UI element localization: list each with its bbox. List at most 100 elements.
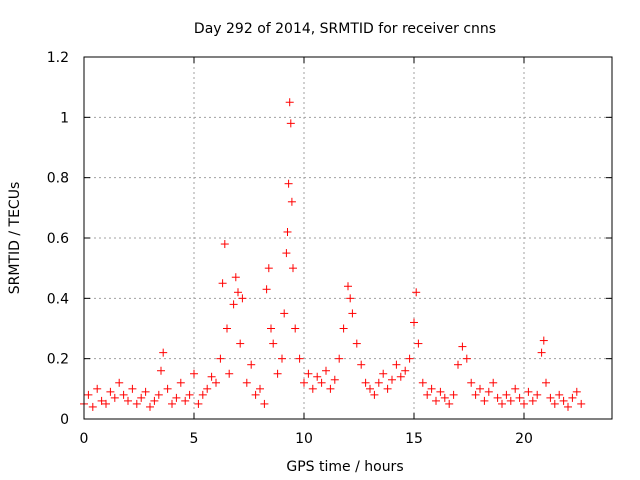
data-point (392, 360, 401, 369)
points-layer (80, 98, 586, 411)
data-point (445, 399, 454, 408)
data-point (283, 227, 292, 236)
data-point (423, 390, 432, 399)
data-point (132, 399, 141, 408)
data-point (159, 348, 168, 357)
chart-title: Day 292 of 2014, SRMTID for receiver cnn… (194, 21, 496, 37)
grid-layer (84, 57, 612, 419)
data-point (533, 390, 542, 399)
data-point (185, 390, 194, 399)
data-point (498, 399, 506, 408)
data-point (93, 384, 102, 393)
data-point (405, 354, 414, 363)
data-point (542, 378, 550, 387)
data-point (476, 384, 484, 393)
data-point (198, 390, 207, 399)
data-point (284, 179, 293, 188)
data-point (163, 384, 172, 393)
data-point (412, 288, 421, 297)
y-tick-label: 0.8 (47, 171, 69, 187)
data-point (418, 378, 427, 387)
data-point (289, 264, 297, 273)
data-point (285, 98, 294, 107)
data-point (467, 378, 476, 387)
x-tick-label: 15 (405, 431, 423, 447)
data-point (106, 387, 115, 396)
y-tick-label: 0.2 (47, 352, 69, 368)
data-point (251, 390, 260, 399)
data-point (454, 360, 462, 369)
y-tick-label: 0.4 (47, 291, 69, 307)
data-point (458, 342, 467, 351)
data-point (278, 354, 286, 363)
data-point (229, 300, 238, 309)
data-point (176, 378, 185, 387)
data-point (572, 387, 581, 396)
data-point (511, 384, 520, 393)
data-point (414, 339, 423, 348)
data-point (480, 396, 489, 405)
data-point (194, 399, 203, 408)
data-point (344, 282, 352, 291)
data-point (370, 390, 379, 399)
data-point (427, 384, 436, 393)
data-point (157, 366, 165, 375)
data-point (115, 378, 124, 387)
data-point (150, 396, 159, 405)
data-point (207, 372, 216, 381)
x-tick-label: 0 (80, 431, 89, 447)
data-point (84, 390, 93, 399)
data-point (124, 396, 132, 405)
data-point (269, 339, 278, 348)
data-point (273, 369, 282, 378)
x-tick-label: 10 (295, 431, 313, 447)
data-point (550, 399, 559, 408)
data-point (267, 324, 275, 333)
data-point (326, 384, 335, 393)
x-tick-label: 5 (190, 431, 199, 447)
data-point (568, 393, 577, 402)
x-axis-label: GPS time / hours (286, 459, 403, 475)
data-point (313, 372, 322, 381)
data-point (172, 393, 181, 402)
data-point (546, 393, 555, 402)
data-point (317, 378, 326, 387)
plot-frame (83, 56, 613, 420)
data-point (357, 360, 366, 369)
data-point (436, 387, 445, 396)
data-point (154, 390, 163, 399)
data-point (225, 369, 234, 378)
data-point (462, 354, 471, 363)
data-point (280, 309, 289, 318)
data-point (352, 339, 361, 348)
data-point (322, 366, 330, 375)
data-point (493, 393, 502, 402)
y-tick-label: 0.6 (47, 231, 69, 247)
data-point (559, 396, 568, 405)
data-point (212, 378, 220, 387)
data-point (502, 390, 511, 399)
data-point (119, 390, 128, 399)
data-point (539, 336, 548, 345)
data-point (220, 240, 229, 249)
data-point (520, 399, 528, 408)
data-point (330, 375, 339, 384)
data-point (223, 324, 231, 333)
data-point (388, 375, 396, 384)
data-point (308, 384, 317, 393)
data-point (218, 279, 227, 288)
data-point (128, 384, 137, 393)
y-tick-label: 1 (60, 110, 69, 126)
data-point (97, 396, 106, 405)
data-point (304, 369, 313, 378)
data-point (374, 378, 383, 387)
data-point (137, 393, 146, 402)
data-point (361, 378, 370, 387)
data-point (449, 390, 458, 399)
data-point (489, 378, 498, 387)
data-point (366, 384, 374, 393)
data-point (379, 369, 388, 378)
data-point (247, 360, 256, 369)
data-point (260, 399, 269, 408)
data-point (396, 372, 405, 381)
